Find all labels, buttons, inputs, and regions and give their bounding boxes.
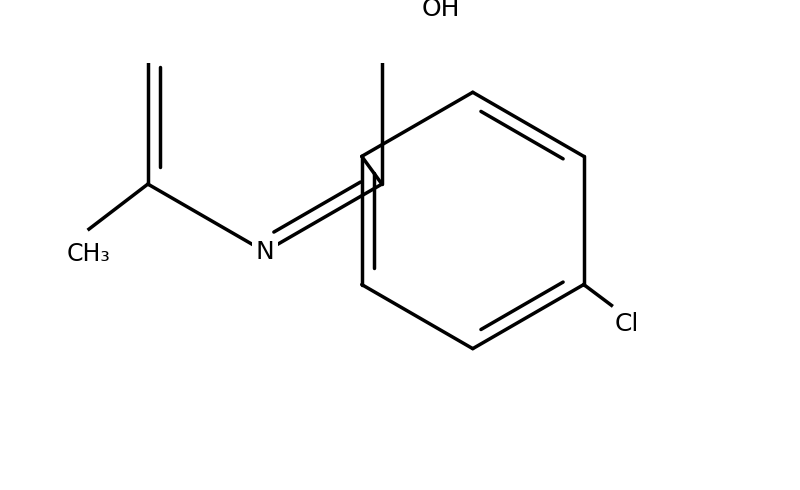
Text: Cl: Cl: [615, 312, 639, 336]
Text: OH: OH: [422, 0, 460, 21]
Text: CH₃: CH₃: [67, 242, 111, 266]
Text: N: N: [255, 240, 274, 264]
